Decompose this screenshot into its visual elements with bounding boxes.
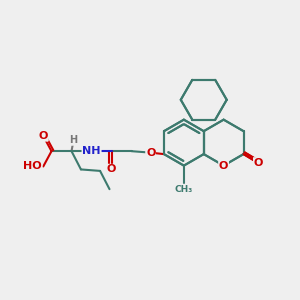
- Text: O: O: [146, 148, 155, 158]
- Text: HO: HO: [23, 161, 42, 172]
- Text: HO: HO: [23, 161, 42, 172]
- Text: O: O: [39, 131, 48, 141]
- Text: NH: NH: [82, 146, 101, 156]
- Text: O: O: [254, 158, 263, 168]
- Text: O: O: [254, 158, 263, 168]
- Text: O: O: [219, 160, 228, 171]
- Text: H: H: [70, 135, 78, 145]
- Text: O: O: [219, 160, 228, 171]
- Text: CH₃: CH₃: [175, 185, 193, 194]
- Text: O: O: [146, 148, 155, 158]
- Text: H: H: [70, 135, 78, 145]
- Text: O: O: [107, 164, 116, 174]
- Text: O: O: [107, 164, 116, 174]
- Text: NH: NH: [82, 146, 101, 156]
- Text: O: O: [39, 131, 48, 141]
